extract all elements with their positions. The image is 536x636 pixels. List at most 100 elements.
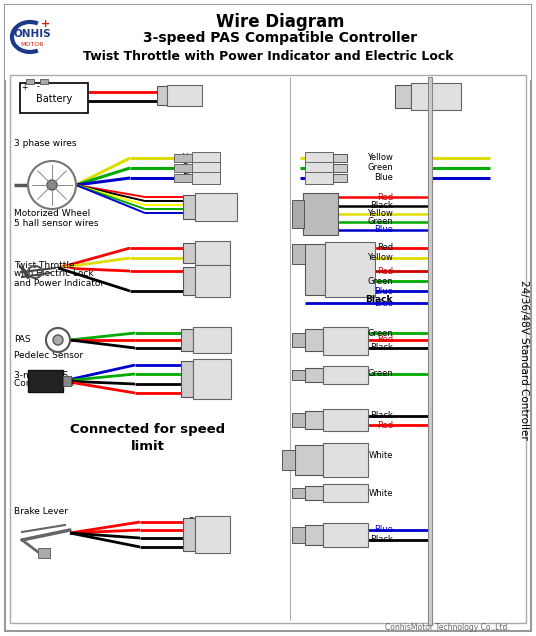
Text: Black: Black [186,343,209,352]
Text: Red: Red [186,336,202,345]
Bar [195,265,230,297]
Text: Pedelec Sensor: Pedelec Sensor [14,350,83,359]
Bar [292,488,305,498]
Text: Blue: Blue [374,286,393,296]
Bar [181,361,193,397]
Text: ONHIS: ONHIS [13,29,51,39]
Text: Red: Red [377,266,393,275]
Bar [292,244,305,264]
Text: +: + [41,19,50,29]
Bar [305,525,323,545]
Bar [411,83,461,110]
Text: Wire Diagram: Wire Diagram [216,13,344,31]
Circle shape [28,161,76,209]
Text: Blue: Blue [374,525,393,534]
Bar [428,77,432,625]
Bar [10,75,526,623]
Bar [305,368,323,382]
Bar [193,359,231,399]
Text: ConhisMotor Technology Co.,Ltd.: ConhisMotor Technology Co.,Ltd. [385,623,510,632]
Text: Red: Red [377,193,393,202]
Bar [323,366,368,384]
Text: White: White [369,450,393,459]
Bar [157,86,167,105]
Text: White: White [188,277,212,286]
Text: Black: Black [366,294,393,303]
Text: MOTOR: MOTOR [20,41,44,46]
Text: -: - [36,83,39,92]
Text: Black: Black [168,97,191,106]
Text: 3-speed PAS Compatible Controller: 3-speed PAS Compatible Controller [143,31,417,45]
Bar [323,409,368,431]
Bar [282,450,295,470]
Text: Red: Red [414,88,430,97]
Bar [63,376,71,386]
Bar [5,5,531,80]
Text: Green: Green [367,370,393,378]
Text: Black: Black [370,536,393,544]
Bar [174,174,192,182]
Bar [192,172,220,184]
Text: limit: limit [131,441,165,453]
Bar [333,154,347,162]
Text: Red: Red [377,420,393,429]
Text: Twist Throttle: Twist Throttle [14,261,75,270]
Bar [305,244,325,295]
Text: Battery: Battery [36,94,72,104]
Text: and Power Indicator: and Power Indicator [14,279,104,287]
Text: Yellow: Yellow [367,209,393,219]
Bar [395,85,411,108]
Bar [305,172,333,184]
Text: Black: Black [188,534,211,543]
Text: Green: Green [367,218,393,226]
Text: Blue: Blue [374,298,393,307]
Bar [167,85,202,106]
Bar [183,267,195,295]
Text: Connected for speed: Connected for speed [70,424,226,436]
Text: White: White [369,488,393,497]
Text: Blue: Blue [374,174,393,183]
Text: Red: Red [377,244,393,252]
Text: 24/36/48V Standard Controller: 24/36/48V Standard Controller [519,280,529,440]
Bar [195,193,237,221]
Bar [323,523,368,547]
Text: Red: Red [377,336,393,345]
Bar [193,327,231,353]
Text: Green: Green [367,163,393,172]
Text: 3 phase wires: 3 phase wires [14,139,77,148]
Text: Black: Black [370,411,393,420]
Text: Red: Red [188,244,204,252]
Bar [183,195,195,219]
Text: Black: Black [370,202,393,211]
Bar [26,79,34,84]
Text: Brake Lever: Brake Lever [14,508,68,516]
Text: Red: Red [168,88,184,97]
Text: Green: Green [186,329,212,338]
Bar [305,486,323,500]
Bar [323,484,368,502]
Bar [181,329,193,351]
Text: Blue: Blue [182,174,201,183]
Text: 5 hall sensor wires: 5 hall sensor wires [14,219,99,228]
Text: with Electric Lock: with Electric Lock [14,270,94,279]
Bar [292,413,305,427]
Bar [292,200,304,228]
Bar [174,164,192,172]
Text: Red: Red [188,518,204,527]
Bar [295,445,323,475]
Circle shape [46,328,70,352]
Text: Green: Green [186,370,212,378]
Text: Yellow: Yellow [367,254,393,263]
Bar [28,370,63,392]
Text: Green: Green [367,277,393,286]
Bar [20,83,88,113]
Text: PAS: PAS [14,336,31,345]
Bar [183,243,195,263]
Bar [333,164,347,172]
Text: Red: Red [188,525,204,534]
Text: Black: Black [414,97,437,106]
Bar [195,516,230,553]
Text: Green: Green [182,163,208,172]
Text: Twist Throttle with Power Indicator and Electric Lock: Twist Throttle with Power Indicator and … [83,50,453,62]
Text: Black: Black [188,286,211,296]
